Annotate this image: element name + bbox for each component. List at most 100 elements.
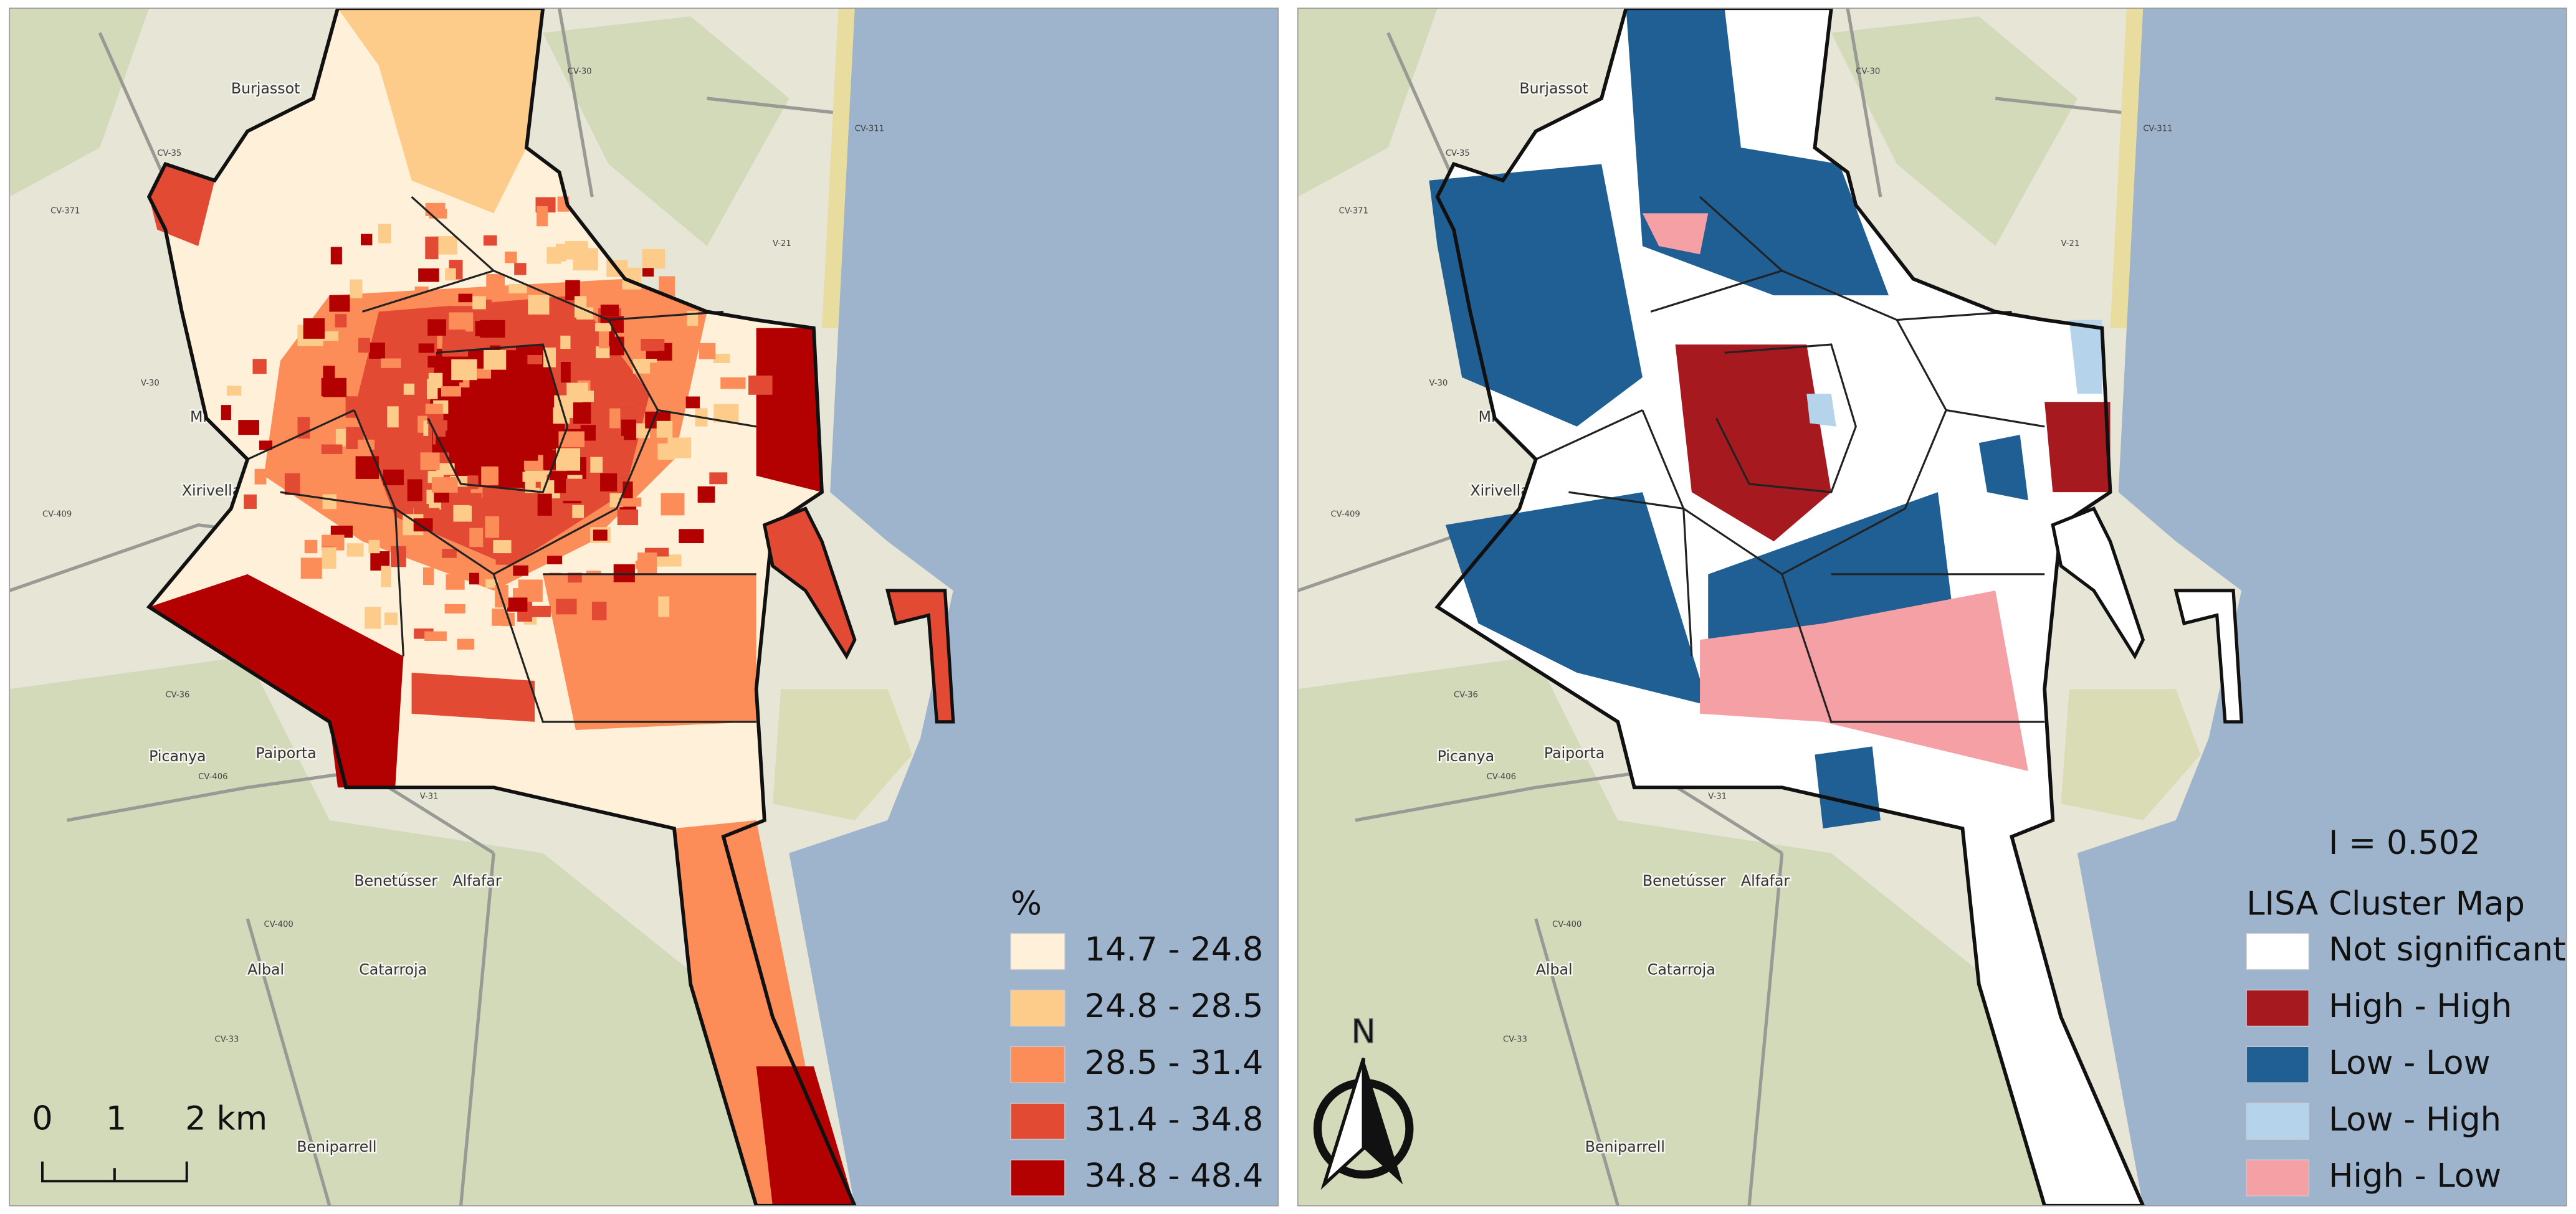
tract (453, 505, 472, 522)
district-border (1781, 574, 2045, 723)
tract (418, 268, 439, 282)
road (246, 918, 332, 1206)
tract (598, 328, 609, 349)
tract (657, 443, 675, 460)
district-border (657, 409, 756, 428)
tract (537, 206, 548, 227)
tract (549, 572, 561, 586)
tract (445, 268, 456, 281)
area (1806, 394, 1836, 427)
road (1355, 769, 1783, 855)
place-label: Xirivella (182, 481, 241, 499)
tract (720, 377, 746, 389)
tract (449, 312, 474, 332)
legend-swatch (2246, 1103, 2309, 1140)
tract (495, 554, 507, 565)
harbour (2061, 689, 2201, 820)
tract (252, 359, 267, 374)
tract (600, 473, 618, 491)
road (1995, 97, 2144, 116)
tract (407, 479, 422, 501)
place-label: Albal (1536, 960, 1573, 978)
legend-label: Low - High (2329, 1101, 2501, 1139)
area (1445, 492, 1709, 706)
north-label: N (1351, 1013, 1375, 1051)
road-label: CV-371 (1339, 206, 1368, 216)
tract (617, 384, 639, 401)
tract (565, 280, 580, 301)
place-label: Catarroja (1648, 960, 1715, 978)
legend-title: LISA Cluster Map (2246, 884, 2525, 922)
tract (713, 353, 730, 364)
port (2051, 506, 2145, 660)
legend-swatch (2246, 932, 2309, 970)
district-border (1699, 196, 1783, 272)
tract (522, 472, 547, 482)
area (149, 574, 404, 788)
tract (508, 283, 527, 293)
road-label: CV-30 (568, 67, 592, 77)
tract (403, 383, 415, 395)
tract (554, 478, 566, 493)
tract (383, 469, 404, 486)
tract (330, 525, 353, 538)
road-label: CV-409 (1330, 510, 1360, 519)
road-label: CV-400 (264, 920, 293, 929)
area (1978, 434, 2028, 501)
tract (697, 486, 715, 503)
tract (485, 579, 498, 588)
tract (600, 305, 619, 316)
harbour (772, 689, 912, 820)
place-label: Paiporta (1544, 744, 1605, 762)
area (756, 328, 823, 493)
road-label: V-31 (1708, 792, 1727, 802)
legend-swatch (1010, 1159, 1066, 1197)
tract (469, 493, 482, 506)
legend-label: 28.5 - 31.4 (1084, 1044, 1263, 1082)
green-area (1297, 8, 1438, 197)
tract (322, 494, 337, 510)
road-label: CV-33 (215, 1035, 239, 1044)
place-label: Alfafar (1741, 872, 1790, 889)
district-border (1715, 343, 1857, 493)
tract (641, 338, 665, 351)
legend-label: Not significant (2329, 931, 2566, 969)
port (2173, 589, 2244, 724)
tract (594, 323, 612, 332)
tract (537, 493, 552, 516)
road-label: CV-36 (1454, 690, 1478, 699)
road (707, 97, 855, 116)
tract (522, 509, 539, 522)
tract (507, 507, 525, 529)
tract (679, 529, 704, 544)
tract (297, 417, 310, 439)
tract (685, 396, 700, 409)
road-label: CV-400 (1552, 920, 1581, 929)
tract (446, 574, 465, 590)
tract (591, 601, 607, 620)
tract (709, 472, 728, 485)
legend-label: 31.4 - 34.8 (1084, 1101, 1263, 1139)
place-label: Catarroja (359, 960, 427, 978)
tract (431, 477, 458, 493)
tract (513, 565, 528, 576)
tract (427, 319, 446, 336)
tract (553, 407, 570, 424)
tract (321, 444, 343, 454)
place-label: Burjassot (231, 80, 300, 97)
tract (493, 540, 512, 554)
road (558, 8, 594, 197)
tract (635, 560, 651, 569)
lisa-map: CV-35 CV-371 V-21 V-30 CV-409 CV-36 CV-406 V-31… (1297, 8, 2567, 1206)
city-outline (146, 8, 857, 1206)
road-label: V-21 (773, 239, 791, 249)
tract (572, 505, 584, 518)
tract (469, 528, 484, 548)
tract (284, 473, 300, 495)
tract (613, 564, 635, 582)
tract (358, 338, 370, 353)
tract (475, 321, 502, 336)
scale-label: 0 (32, 1100, 53, 1138)
place-label: Albal (247, 960, 284, 978)
tract (547, 556, 563, 564)
